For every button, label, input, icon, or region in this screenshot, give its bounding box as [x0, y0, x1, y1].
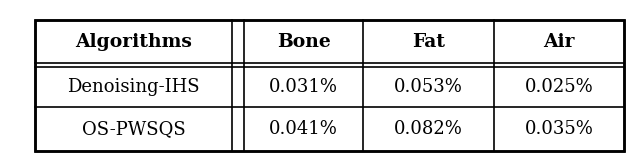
Text: 0.053%: 0.053% — [394, 78, 463, 96]
Bar — [35, 20, 624, 151]
Bar — [35, 20, 624, 151]
Text: 0.082%: 0.082% — [394, 120, 463, 138]
Text: 0.031%: 0.031% — [269, 78, 338, 96]
Text: Denoising-IHS: Denoising-IHS — [67, 78, 200, 96]
Text: 0.025%: 0.025% — [525, 78, 593, 96]
Text: 0.035%: 0.035% — [525, 120, 593, 138]
Text: Air: Air — [543, 32, 575, 51]
Text: Algorithms: Algorithms — [76, 32, 192, 51]
Text: 0.041%: 0.041% — [269, 120, 338, 138]
Text: Bone: Bone — [276, 32, 330, 51]
Text: OS-PWSQS: OS-PWSQS — [82, 120, 186, 138]
Text: Fat: Fat — [412, 32, 445, 51]
